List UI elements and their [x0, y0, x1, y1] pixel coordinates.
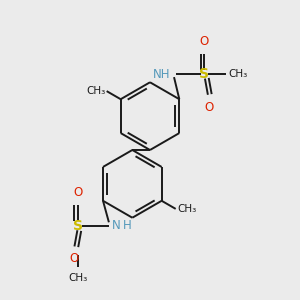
Text: S: S [200, 67, 209, 81]
Text: S: S [73, 219, 83, 233]
Text: NH: NH [153, 68, 170, 81]
Text: CH₃: CH₃ [68, 273, 88, 283]
Text: O: O [69, 252, 78, 265]
Text: O: O [200, 35, 209, 48]
Text: H: H [123, 219, 132, 232]
Text: O: O [74, 186, 82, 199]
Text: CH₃: CH₃ [86, 86, 105, 96]
Text: N: N [112, 219, 121, 232]
Text: CH₃: CH₃ [177, 204, 196, 214]
Text: O: O [204, 101, 213, 114]
Text: CH₃: CH₃ [229, 69, 248, 79]
